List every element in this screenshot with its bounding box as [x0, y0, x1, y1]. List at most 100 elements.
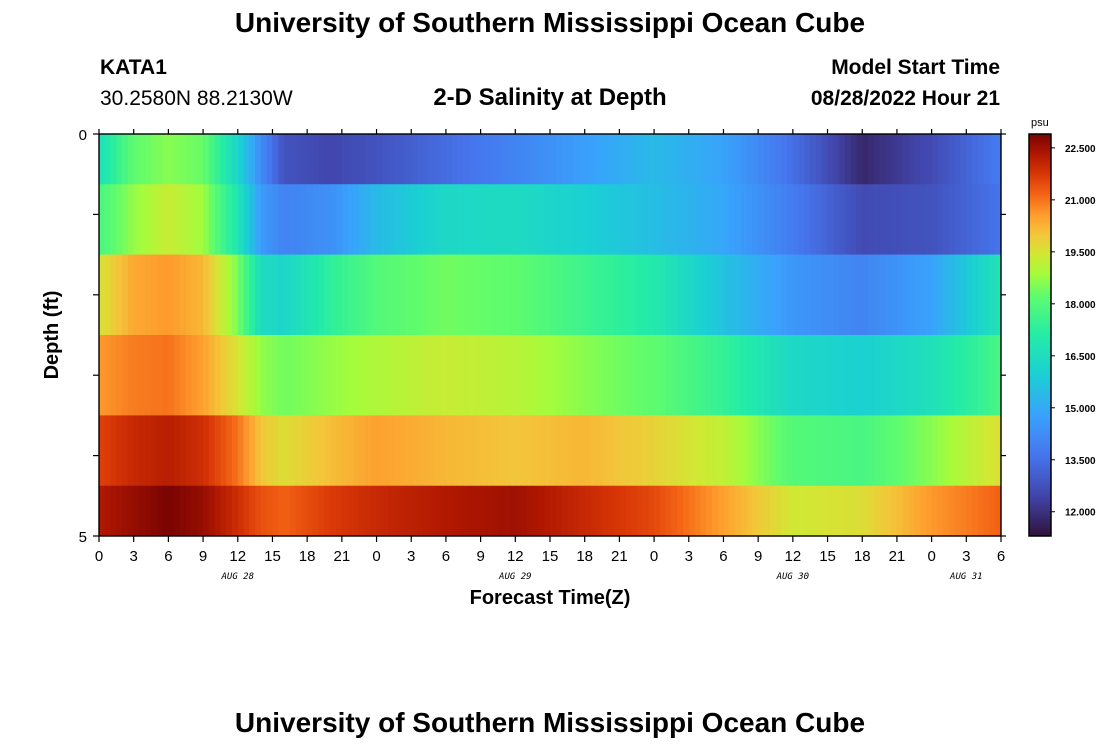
- heatmap-cell: [688, 485, 696, 536]
- heatmap-cell: [237, 134, 245, 185]
- heatmap-cell: [827, 184, 834, 256]
- heatmap-cell: [284, 335, 291, 416]
- heatmap-cell: [763, 254, 771, 336]
- heatmap-cell: [307, 254, 314, 336]
- heatmap-cell: [364, 184, 372, 256]
- heatmap-cell: [740, 184, 748, 256]
- heatmap-cell: [630, 184, 638, 256]
- x-tick-label: 3: [962, 548, 970, 565]
- heatmap-cell: [99, 485, 106, 536]
- heatmap-cell: [469, 485, 476, 536]
- heatmap-cell: [428, 134, 435, 185]
- heatmap-cell: [393, 415, 401, 487]
- heatmap-cell: [226, 184, 233, 256]
- heatmap-cell: [521, 134, 528, 185]
- heatmap-cell: [336, 335, 343, 416]
- heatmap-cell: [873, 415, 881, 487]
- heatmap-cell: [463, 485, 470, 536]
- heatmap-cell: [434, 335, 441, 416]
- heatmap-cell: [370, 184, 378, 256]
- heatmap-cell: [960, 134, 967, 185]
- heatmap-cell: [879, 335, 886, 416]
- heatmap-cell: [682, 254, 690, 336]
- heatmap-cell: [706, 415, 713, 487]
- heatmap-cell: [815, 335, 823, 416]
- heatmap-cell: [844, 184, 852, 256]
- heatmap-cell: [781, 254, 788, 336]
- heatmap-cell: [104, 134, 112, 185]
- heatmap-cell: [526, 415, 534, 487]
- heatmap-cell: [573, 184, 580, 256]
- heatmap-cell: [336, 184, 343, 256]
- heatmap-cell: [116, 254, 123, 336]
- heatmap-cell: [972, 335, 979, 416]
- heatmap-cell: [341, 335, 349, 416]
- heatmap-cell: [769, 485, 777, 536]
- heatmap-cell: [532, 485, 540, 536]
- heatmap-cell: [422, 254, 430, 336]
- heatmap-cell: [763, 415, 771, 487]
- heatmap-cell: [509, 335, 516, 416]
- heatmap-cell: [226, 134, 233, 185]
- heatmap-cell: [532, 254, 540, 336]
- heatmap-cell: [607, 485, 615, 536]
- heatmap-cell: [700, 415, 707, 487]
- heatmap-cell: [856, 335, 863, 416]
- heatmap-cell: [815, 415, 823, 487]
- heatmap-cell: [914, 254, 921, 336]
- heatmap-cell: [682, 335, 690, 416]
- heatmap-cell: [972, 134, 979, 185]
- colorbar-tick-label: 22.500: [1065, 144, 1096, 155]
- heatmap-cell: [584, 335, 592, 416]
- x-tick-label: 0: [927, 548, 935, 565]
- heatmap-cell: [902, 184, 910, 256]
- heatmap-cell: [850, 485, 858, 536]
- heatmap-cell: [122, 415, 129, 487]
- heatmap-cell: [469, 134, 476, 185]
- heatmap-cell: [989, 134, 996, 185]
- x-tick-label: 6: [719, 548, 727, 565]
- heatmap-cell: [139, 415, 146, 487]
- heatmap-cell: [804, 415, 811, 487]
- heatmap-cell: [289, 254, 297, 336]
- heatmap-cell: [550, 415, 557, 487]
- heatmap-cell: [347, 335, 355, 416]
- heatmap-cell: [266, 485, 274, 536]
- heatmap-cell: [411, 134, 418, 185]
- heatmap-cell: [989, 415, 996, 487]
- heatmap-cell: [393, 254, 401, 336]
- heatmap-cell: [168, 485, 175, 536]
- heatmap-cell: [220, 335, 227, 416]
- heatmap-cell: [573, 335, 580, 416]
- heatmap-cell: [197, 485, 204, 536]
- heatmap-cell: [99, 415, 106, 487]
- heatmap-cell: [758, 485, 765, 536]
- heatmap-cell: [509, 254, 516, 336]
- heatmap-cell: [185, 184, 193, 256]
- heatmap-cell: [596, 134, 603, 185]
- heatmap-cell: [948, 335, 956, 416]
- heatmap-cell: [977, 134, 985, 185]
- heatmap-cell: [688, 134, 696, 185]
- heatmap-cell: [405, 184, 412, 256]
- heatmap-cell: [642, 485, 649, 536]
- heatmap-cell: [706, 184, 713, 256]
- heatmap-cell: [515, 415, 522, 487]
- heatmap-cell: [486, 415, 493, 487]
- heatmap-cell: [116, 335, 123, 416]
- y-axis: 05: [79, 127, 1006, 546]
- heatmap-cell: [625, 134, 632, 185]
- heatmap-cell: [983, 485, 991, 536]
- heatmap-cell: [266, 335, 274, 416]
- heatmap-cell: [584, 415, 592, 487]
- heatmap-cell: [550, 134, 557, 185]
- heatmap-cell: [266, 254, 274, 336]
- heatmap-cell: [602, 134, 609, 185]
- heatmap-cell: [185, 485, 193, 536]
- heatmap-cell: [665, 134, 673, 185]
- heatmap-cell: [249, 134, 256, 185]
- heatmap-cell: [526, 134, 534, 185]
- heatmap-cell: [729, 184, 736, 256]
- heatmap-cell: [127, 415, 135, 487]
- heatmap-cell: [497, 415, 505, 487]
